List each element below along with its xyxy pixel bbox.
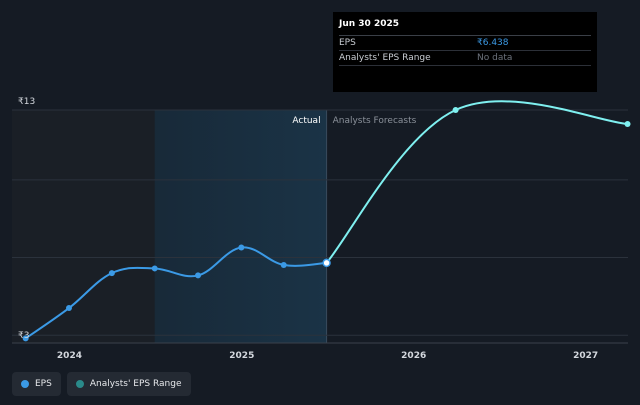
x-tick-label-2027: 2027 [573, 351, 598, 361]
legend-range-button[interactable]: Analysts' EPS Range [66, 372, 191, 396]
point-forecast-2 [624, 120, 631, 127]
point-forecast-1 [452, 107, 459, 113]
legend: EPS Analysts' EPS Range [12, 372, 191, 396]
tooltip-eps-value: ₹6.438 [477, 38, 509, 48]
legend-range-dot-icon [75, 380, 84, 388]
legend-eps-dot-icon [21, 380, 29, 388]
tooltip-row-eps: EPS ₹6.438 [339, 36, 591, 51]
point-actual-6 [280, 261, 287, 268]
point-actual-7 [322, 258, 331, 268]
x-tick-label-2026: 2026 [401, 351, 426, 361]
past-data-band [12, 110, 155, 343]
series-line-actual [25, 246, 327, 340]
tooltip-eps-label: EPS [339, 38, 356, 48]
tooltip: Jun 30 2025 EPS ₹6.438 Analysts' EPS Ran… [333, 12, 597, 92]
x-tick-label-2025: 2025 [229, 351, 254, 361]
legend-eps-label: EPS [35, 379, 52, 389]
y-tick-label-0: ₹13 [18, 97, 35, 107]
legend-eps-button[interactable]: EPS [12, 372, 61, 396]
point-actual-1 [65, 305, 72, 312]
point-actual-3 [151, 265, 158, 272]
tooltip-range-label: Analysts' EPS Range [339, 53, 431, 63]
point-actual-5 [238, 244, 245, 251]
point-actual-0 [22, 335, 29, 342]
legend-range-label: Analysts' EPS Range [89, 379, 182, 389]
point-actual-2 [108, 270, 115, 277]
tooltip-row-range: Analysts' EPS Range No data [339, 51, 591, 66]
actual-section-label: Actual [292, 116, 320, 126]
tooltip-date: Jun 30 2025 [339, 18, 591, 36]
point-actual-4 [195, 272, 202, 279]
tooltip-range-value: No data [477, 53, 513, 63]
y-tick-label-1: ₹3 [18, 331, 29, 341]
forecast-section-label: Analysts Forecasts [333, 116, 417, 126]
highlight-band [154, 110, 327, 343]
x-tick-label-2024: 2024 [57, 351, 82, 361]
